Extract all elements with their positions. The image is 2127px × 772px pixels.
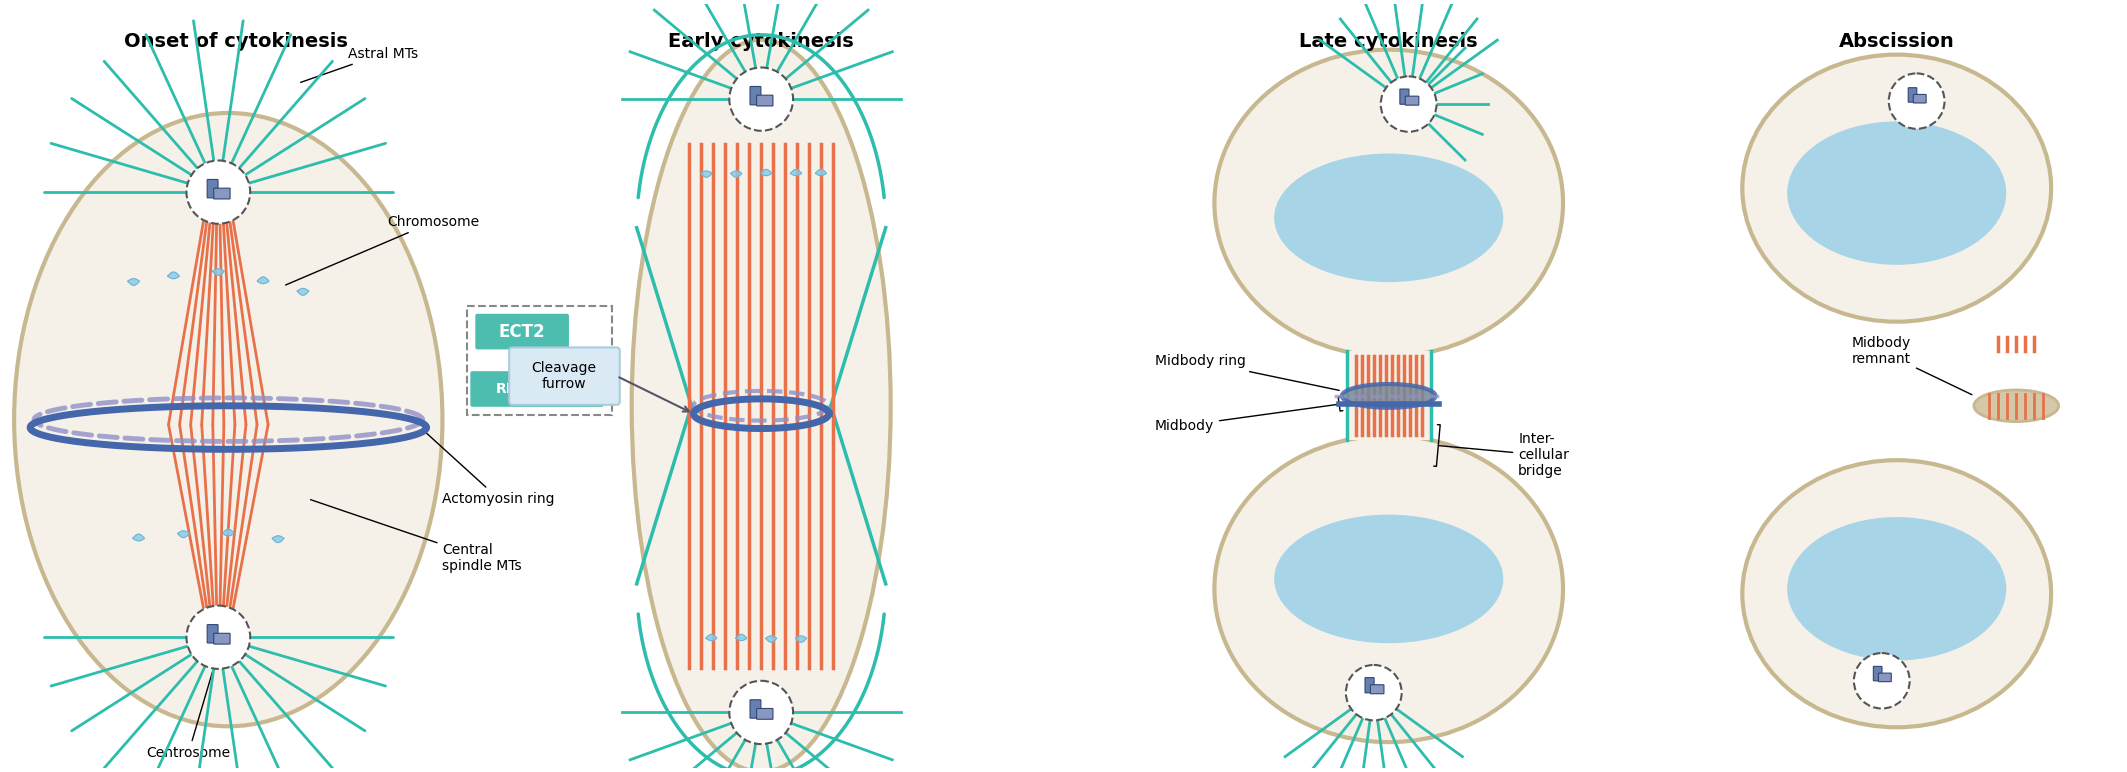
FancyBboxPatch shape [508,347,619,405]
Text: Early cytokinesis: Early cytokinesis [668,32,855,51]
Polygon shape [700,171,713,178]
Ellipse shape [632,40,891,772]
Polygon shape [766,636,776,642]
Ellipse shape [1742,55,2050,322]
Ellipse shape [1274,515,1504,643]
Circle shape [1855,653,1910,709]
Polygon shape [272,536,285,543]
Polygon shape [257,277,270,283]
Circle shape [187,161,251,224]
Ellipse shape [1974,390,2059,422]
FancyBboxPatch shape [1914,94,1927,103]
FancyBboxPatch shape [213,188,230,199]
Circle shape [187,605,251,669]
Circle shape [1346,665,1402,720]
Ellipse shape [1274,154,1504,282]
Circle shape [730,681,793,744]
FancyBboxPatch shape [1908,88,1916,102]
FancyBboxPatch shape [751,699,761,718]
Polygon shape [815,169,827,176]
Circle shape [1889,73,1944,129]
Polygon shape [128,279,140,286]
Ellipse shape [1342,384,1436,408]
FancyBboxPatch shape [1878,673,1891,682]
Text: Inter-
cellular
bridge: Inter- cellular bridge [1434,425,1570,479]
FancyBboxPatch shape [1366,678,1374,692]
FancyBboxPatch shape [1406,96,1419,105]
Polygon shape [132,534,145,541]
Polygon shape [761,169,772,176]
FancyBboxPatch shape [1346,351,1431,440]
Polygon shape [213,269,223,276]
FancyBboxPatch shape [213,633,230,644]
Polygon shape [706,635,717,641]
Polygon shape [298,289,308,295]
Text: Centrosome: Centrosome [147,672,230,760]
Text: ECT2: ECT2 [500,323,545,340]
FancyBboxPatch shape [206,179,219,198]
FancyBboxPatch shape [1370,685,1385,694]
Polygon shape [732,171,742,178]
Text: Midbody: Midbody [1155,397,1342,432]
Ellipse shape [1215,49,1563,357]
Text: Actomyosin ring: Actomyosin ring [425,432,555,506]
FancyBboxPatch shape [1400,89,1408,104]
Text: Midbody
remnant: Midbody remnant [1853,337,1972,394]
Polygon shape [177,531,189,537]
Ellipse shape [1787,517,2006,661]
Text: RHOA–GTP: RHOA–GTP [496,382,579,396]
Text: Cleavage
furrow: Cleavage furrow [532,361,596,391]
Polygon shape [795,636,806,642]
FancyBboxPatch shape [757,95,772,106]
Text: Onset of cytokinesis: Onset of cytokinesis [123,32,347,51]
FancyBboxPatch shape [470,371,604,407]
Polygon shape [791,169,802,176]
FancyBboxPatch shape [751,86,761,105]
FancyBboxPatch shape [206,625,219,643]
Polygon shape [223,529,234,536]
Circle shape [730,67,793,130]
Text: Central
spindle MTs: Central spindle MTs [311,499,521,574]
Ellipse shape [1215,435,1563,742]
Text: Abscission: Abscission [1840,32,1955,51]
Ellipse shape [1787,121,2006,265]
Polygon shape [736,635,747,641]
Text: Chromosome: Chromosome [285,215,481,285]
Ellipse shape [15,113,442,726]
Text: Astral MTs: Astral MTs [300,46,417,83]
Ellipse shape [1742,460,2050,727]
Polygon shape [168,272,179,279]
FancyBboxPatch shape [474,313,568,350]
FancyBboxPatch shape [757,709,772,720]
Text: Midbody ring: Midbody ring [1155,354,1340,391]
FancyBboxPatch shape [1874,666,1882,681]
Text: Late cytokinesis: Late cytokinesis [1300,32,1478,51]
Circle shape [1380,76,1436,132]
